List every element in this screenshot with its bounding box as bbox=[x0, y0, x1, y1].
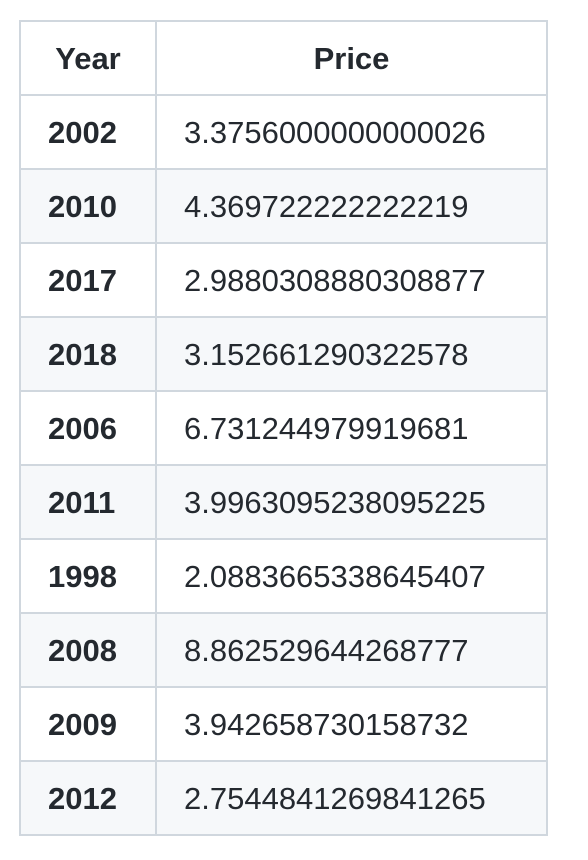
price-cell: 4.369722222222219 bbox=[155, 168, 548, 244]
price-cell: 3.942658730158732 bbox=[155, 686, 548, 762]
price-cell: 2.7544841269841265 bbox=[155, 760, 548, 836]
table-row: 2006 6.731244979919681 bbox=[19, 390, 548, 466]
table-row: 2012 2.7544841269841265 bbox=[19, 760, 548, 836]
year-cell: 2018 bbox=[19, 316, 157, 392]
year-cell: 2002 bbox=[19, 94, 157, 170]
price-cell: 6.731244979919681 bbox=[155, 390, 548, 466]
year-cell: 2006 bbox=[19, 390, 157, 466]
price-cell: 2.9880308880308877 bbox=[155, 242, 548, 318]
table-row: 1998 2.0883665338645407 bbox=[19, 538, 548, 614]
year-cell: 2010 bbox=[19, 168, 157, 244]
price-cell: 2.0883665338645407 bbox=[155, 538, 548, 614]
table-row: 2011 3.9963095238095225 bbox=[19, 464, 548, 540]
price-cell: 3.152661290322578 bbox=[155, 316, 548, 392]
year-cell: 2008 bbox=[19, 612, 157, 688]
table-container: Year Price 2002 3.3756000000000026 2010 4.3… bbox=[19, 20, 548, 836]
table-row: 2009 3.942658730158732 bbox=[19, 686, 548, 762]
year-cell: 2012 bbox=[19, 760, 157, 836]
table-header-row: Year Price bbox=[19, 20, 548, 96]
price-cell: 3.9963095238095225 bbox=[155, 464, 548, 540]
year-cell: 1998 bbox=[19, 538, 157, 614]
price-table: Year Price 2002 3.3756000000000026 2010 4.3… bbox=[19, 20, 548, 836]
table-row: 2002 3.3756000000000026 bbox=[19, 94, 548, 170]
table-row: 2017 2.9880308880308877 bbox=[19, 242, 548, 318]
year-cell: 2011 bbox=[19, 464, 157, 540]
column-header-year: Year bbox=[19, 20, 157, 96]
price-cell: 8.862529644268777 bbox=[155, 612, 548, 688]
column-header-price: Price bbox=[155, 20, 548, 96]
year-cell: 2009 bbox=[19, 686, 157, 762]
table-row: 2008 8.862529644268777 bbox=[19, 612, 548, 688]
table-row: 2010 4.369722222222219 bbox=[19, 168, 548, 244]
price-cell: 3.3756000000000026 bbox=[155, 94, 548, 170]
table-row: 2018 3.152661290322578 bbox=[19, 316, 548, 392]
table-body: 2002 3.3756000000000026 2010 4.369722222222… bbox=[19, 94, 548, 836]
year-cell: 2017 bbox=[19, 242, 157, 318]
